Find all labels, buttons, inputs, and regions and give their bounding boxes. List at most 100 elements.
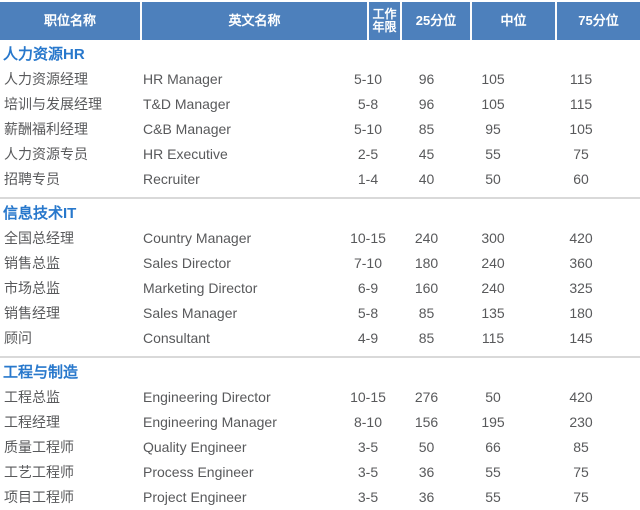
cell-median: 195 xyxy=(481,413,505,430)
cell-p75: 180 xyxy=(569,304,593,321)
cell-median: 105 xyxy=(481,95,505,112)
column-header-work-years-line2: 年限 xyxy=(372,20,397,34)
cell-p75: 60 xyxy=(573,170,589,187)
cell-title_en: Sales Director xyxy=(143,254,231,271)
column-header-work-years: 工作 年限 xyxy=(367,2,400,40)
cell-median: 240 xyxy=(481,279,505,296)
table-body: 人力资源HR 人力资源经理 HR Manager 5-10 96 105 115 培训与发展经… xyxy=(0,40,640,510)
cell-years: 3-5 xyxy=(357,463,379,480)
cell-p25: 156 xyxy=(414,413,439,430)
cell-title_cn: 销售总监 xyxy=(4,254,60,271)
cell-p25: 180 xyxy=(414,254,439,271)
cell-title_en: HR Executive xyxy=(143,145,228,162)
table-row: 工程经理 Engineering Manager 8-10 156 195 230 xyxy=(0,409,640,434)
cell-years: 5-10 xyxy=(353,70,383,87)
cell-p75: 230 xyxy=(569,413,593,430)
cell-title_cn: 人力资源专员 xyxy=(4,145,88,162)
cell-title_cn: 全国总经理 xyxy=(4,229,74,246)
cell-p25: 240 xyxy=(414,229,439,246)
table-row: 市场总监 Marketing Director 6-9 160 240 325 xyxy=(0,275,640,300)
column-header-work-years-line1: 工作 xyxy=(372,6,397,21)
table-row: 顾问 Consultant 4-9 85 115 145 xyxy=(0,325,640,350)
cell-title_en: Sales Manager xyxy=(143,304,238,321)
cell-title_en: Marketing Director xyxy=(143,279,258,296)
cell-years: 10-15 xyxy=(350,229,386,246)
cell-p25: 96 xyxy=(418,95,435,112)
cell-median: 50 xyxy=(485,170,501,187)
cell-years: 3-5 xyxy=(357,438,379,455)
cell-p75: 85 xyxy=(573,438,589,455)
cell-years: 4-9 xyxy=(357,329,379,346)
cell-p25: 36 xyxy=(418,463,435,480)
section-title: 工程与制造 xyxy=(3,364,79,381)
table-section: 人力资源HR 人力资源经理 HR Manager 5-10 96 105 115 培训与发展经… xyxy=(0,40,640,199)
cell-p75: 420 xyxy=(569,229,593,246)
cell-p75: 75 xyxy=(573,463,589,480)
cell-p75: 75 xyxy=(573,145,589,162)
cell-p25: 50 xyxy=(418,438,435,455)
cell-p75: 75 xyxy=(573,488,589,505)
section-title: 信息技术IT xyxy=(3,205,77,222)
cell-title_en: Quality Engineer xyxy=(143,438,247,455)
cell-p25: 85 xyxy=(418,304,435,321)
cell-title_cn: 薪酬福利经理 xyxy=(4,120,88,137)
cell-title_cn: 销售经理 xyxy=(4,304,60,321)
section-title: 人力资源HR xyxy=(3,46,85,63)
cell-p75: 420 xyxy=(569,388,593,405)
cell-years: 1-4 xyxy=(357,170,379,187)
cell-p75: 115 xyxy=(569,95,593,112)
column-header-25th-percentile: 25分位 xyxy=(400,2,470,40)
cell-title_cn: 项目工程师 xyxy=(4,488,74,505)
cell-title_cn: 人力资源经理 xyxy=(4,70,88,87)
cell-p25: 40 xyxy=(418,170,435,187)
cell-title_cn: 市场总监 xyxy=(4,279,60,296)
cell-years: 7-10 xyxy=(353,254,383,271)
cell-title_cn: 培训与发展经理 xyxy=(4,95,102,112)
table-row: 工艺工程师 Process Engineer 3-5 36 55 75 xyxy=(0,459,640,484)
cell-median: 240 xyxy=(481,254,505,271)
cell-median: 50 xyxy=(485,388,501,405)
section-divider xyxy=(0,356,640,358)
cell-median: 105 xyxy=(481,70,505,87)
cell-p25: 36 xyxy=(418,488,435,505)
table-row: 销售经理 Sales Manager 5-8 85 135 180 xyxy=(0,300,640,325)
table-row: 人力资源经理 HR Manager 5-10 96 105 115 xyxy=(0,66,640,91)
cell-title_cn: 工艺工程师 xyxy=(4,463,74,480)
cell-median: 115 xyxy=(481,329,505,346)
column-header-75th-percentile: 75分位 xyxy=(555,2,640,40)
cell-p25: 276 xyxy=(414,388,439,405)
cell-title_en: Engineering Director xyxy=(143,388,271,405)
cell-title_en: HR Manager xyxy=(143,70,223,87)
cell-years: 5-8 xyxy=(357,304,379,321)
column-header-median: 中位 xyxy=(470,2,555,40)
cell-p75: 145 xyxy=(569,329,593,346)
cell-title_en: C&B Manager xyxy=(143,120,231,137)
table-section: 信息技术IT 全国总经理 Country Manager 10-15 240 300 420… xyxy=(0,199,640,358)
cell-median: 55 xyxy=(485,463,501,480)
cell-median: 66 xyxy=(485,438,501,455)
cell-p25: 85 xyxy=(418,120,435,137)
cell-p75: 325 xyxy=(569,279,593,296)
cell-title_en: Country Manager xyxy=(143,229,252,246)
cell-years: 3-5 xyxy=(357,488,379,505)
table-row: 招聘专员 Recruiter 1-4 40 50 60 xyxy=(0,166,640,191)
cell-median: 95 xyxy=(485,120,501,137)
cell-median: 55 xyxy=(485,488,501,505)
cell-p25: 85 xyxy=(418,329,435,346)
cell-title_cn: 顾问 xyxy=(4,329,32,346)
cell-median: 55 xyxy=(485,145,501,162)
cell-title_en: T&D Manager xyxy=(143,95,231,112)
cell-years: 2-5 xyxy=(357,145,379,162)
cell-years: 10-15 xyxy=(350,388,386,405)
cell-median: 300 xyxy=(481,229,505,246)
table-row: 项目工程师 Project Engineer 3-5 36 55 75 xyxy=(0,484,640,509)
cell-p75: 105 xyxy=(569,120,593,137)
cell-years: 5-8 xyxy=(357,95,379,112)
cell-title_cn: 招聘专员 xyxy=(4,170,60,187)
table-row: 工程总监 Engineering Director 10-15 276 50 420 xyxy=(0,384,640,409)
cell-title_en: Process Engineer xyxy=(143,463,254,480)
cell-title_en: Engineering Manager xyxy=(143,413,277,430)
column-header-position-name: 职位名称 xyxy=(43,12,96,28)
cell-years: 8-10 xyxy=(353,413,383,430)
